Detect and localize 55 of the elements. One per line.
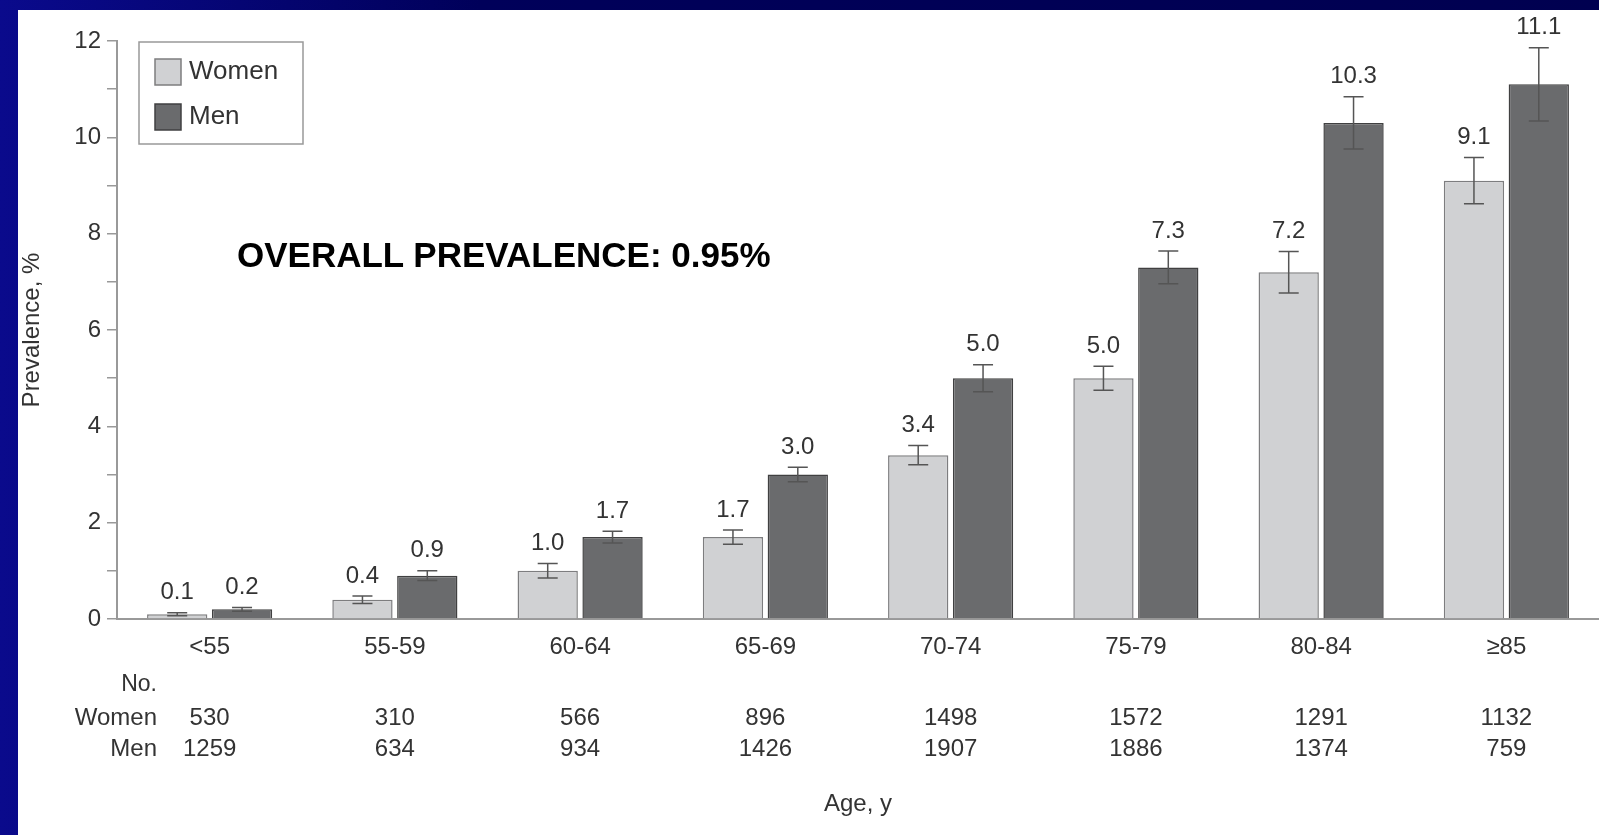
data-label: 0.1 [160,577,194,605]
x-tick-label: ≥85 [1486,632,1527,660]
text: 1907 [923,733,978,761]
data-label: 0.2 [225,572,259,600]
text: 1259 [182,733,237,761]
text: 1291 [1294,702,1348,730]
x-tick-label: 70-74 [919,632,982,660]
data-label: 1.0 [531,528,565,556]
x-tick-label: 75-79 [1105,632,1167,660]
legend-label: Women [189,55,279,86]
y-tick-label: 10 [74,121,101,149]
text: 1426 [738,733,793,761]
annotation: OVERALL PREVALENCE: 0.95% [237,235,771,275]
data-label: 5.0 [966,329,1000,357]
text: 634 [374,733,415,761]
x-tick-label: <55 [189,632,230,660]
text: Age, y [823,788,893,816]
text: 934 [560,733,601,761]
text: 530 [189,702,230,730]
text: 1572 [1109,702,1163,730]
text: Women [74,702,157,730]
text: 1886 [1109,733,1163,761]
data-label: 9.1 [1457,122,1491,150]
data-label: 7.2 [1272,216,1306,244]
text: 896 [745,702,786,730]
data-label: 3.0 [781,431,815,459]
x-tick-label: 55-59 [364,632,426,660]
text: No. [121,670,157,697]
data-label: 10.3 [1330,61,1377,89]
data-label: 3.4 [901,410,935,438]
x-tick-label: 65-69 [734,632,797,660]
y-tick-label: 0 [87,603,101,631]
data-label: 5.0 [1086,330,1121,358]
y-tick-label: 12 [74,25,101,53]
legend-label: Men [189,100,240,131]
y-axis-title: Prevalence, % [17,252,45,408]
text: 1498 [923,702,978,730]
data-label: 0.4 [345,560,380,588]
data-label: 1.7 [595,495,630,523]
data-label: 1.7 [716,494,750,522]
text: 1132 [1480,702,1533,730]
x-tick-label: 60-64 [549,632,611,660]
data-label: 7.3 [1151,215,1185,243]
y-tick-label: 2 [87,507,101,535]
text: 759 [1486,733,1527,761]
text: Men [110,733,157,761]
y-tick-label: 6 [87,314,101,342]
text: 1374 [1294,733,1348,761]
text: 566 [560,702,601,730]
x-tick-label: 80-84 [1290,632,1352,660]
data-label: 11.1 [1516,12,1562,40]
data-label: 0.9 [410,535,444,563]
text: 310 [374,702,415,730]
y-tick-label: 8 [87,218,101,246]
y-tick-label: 4 [87,410,101,438]
